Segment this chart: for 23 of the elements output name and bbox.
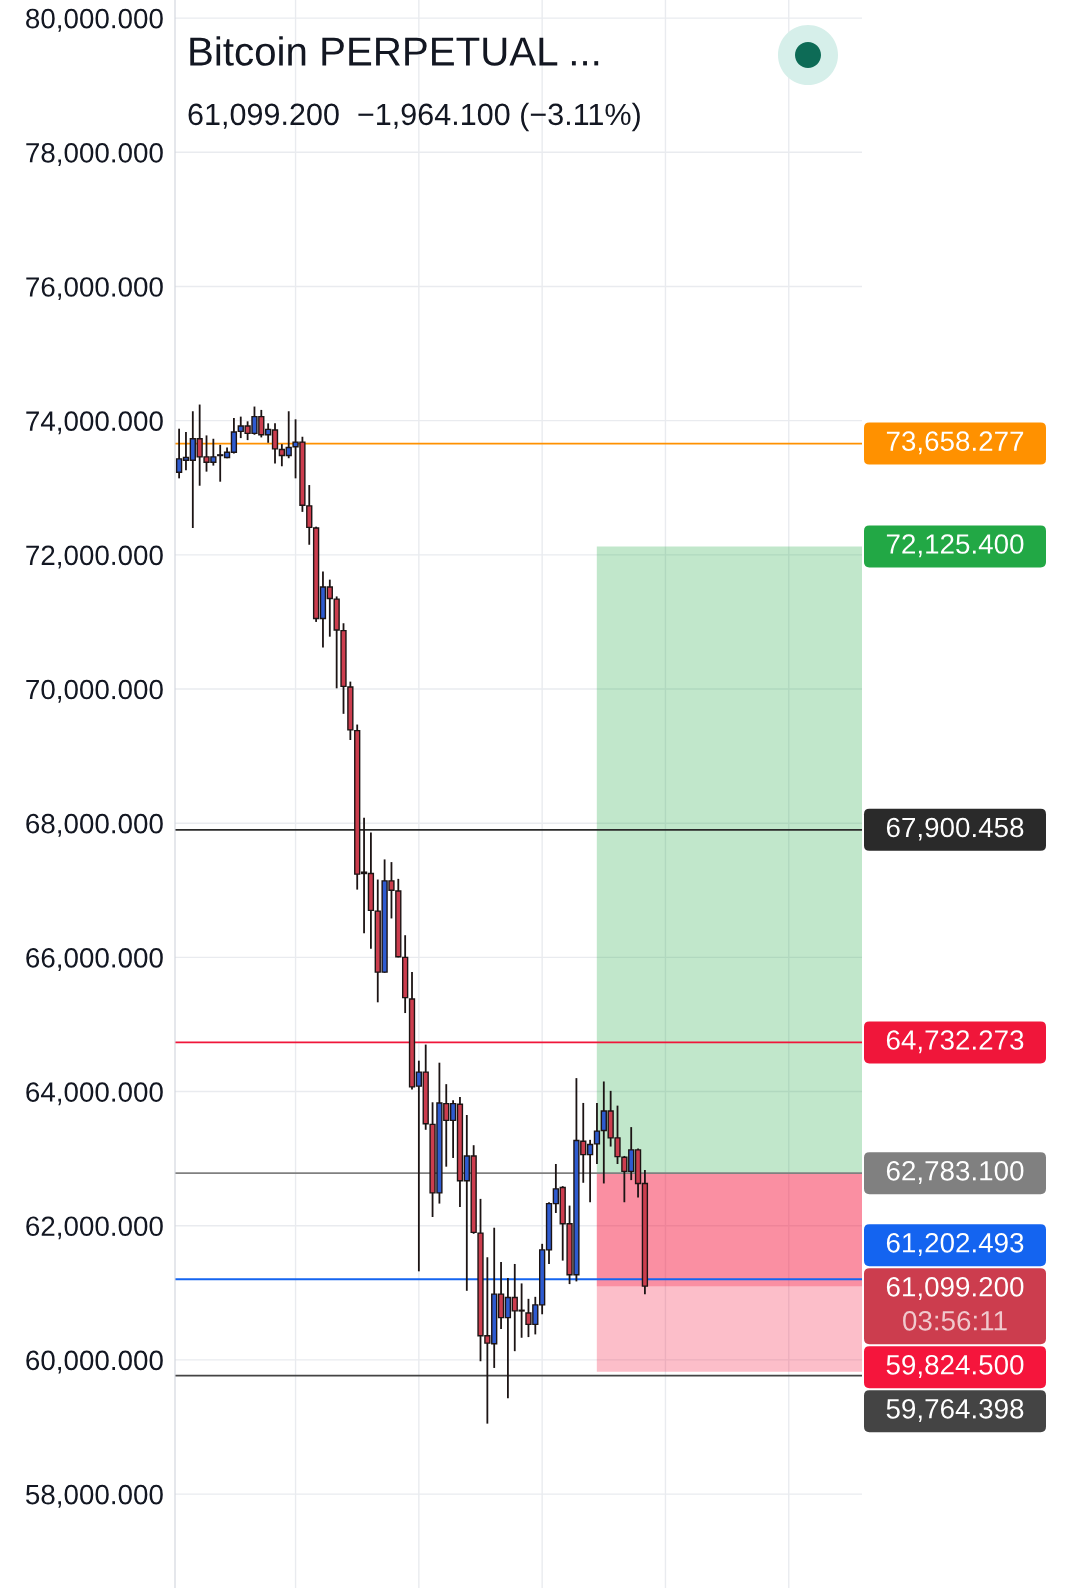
ref-line-label: 59,764.398 <box>886 1398 1024 1422</box>
ref-line-label: 67,900.458 <box>886 817 1024 841</box>
ref-line-label: 64,732.273 <box>886 1030 1024 1054</box>
band-label: 72,125.400 <box>886 534 1024 558</box>
y-tick-label: 62,000.000 <box>26 1216 163 1240</box>
ref-line-label: 73,658.277 <box>886 431 1024 455</box>
y-tick-label: 68,000.000 <box>26 813 163 837</box>
y-tick-label: 58,000.000 <box>25 1484 163 1508</box>
ref-line-label: 62,783.100 <box>886 1160 1024 1184</box>
y-tick-label: 66,000.000 <box>26 948 163 971</box>
y-tick-label: 64,000.000 <box>26 1082 163 1106</box>
y-tick-label: 74,000.000 <box>26 411 163 435</box>
text: Bitcoin PERPETUAL ... <box>190 36 599 66</box>
y-tick-label: 78,000.000 <box>26 142 163 166</box>
y-tick-label: 80,000.000 <box>26 8 163 32</box>
text: 61,099.200 −1,964.100 (−3.11%) <box>188 102 640 132</box>
ref-line-label: 61,202.493 <box>886 1232 1024 1256</box>
text: 61,099.200 03:56:11 <box>886 1276 1024 1331</box>
y-tick-label: 70,000.000 <box>26 679 163 703</box>
y-tick-label: 76,000.000 <box>26 277 163 301</box>
y-tick-label: 60,000.000 <box>26 1350 163 1374</box>
y-tick-label: 72,000.000 <box>26 545 163 569</box>
band-label: 59,824.500 <box>886 1354 1024 1378</box>
